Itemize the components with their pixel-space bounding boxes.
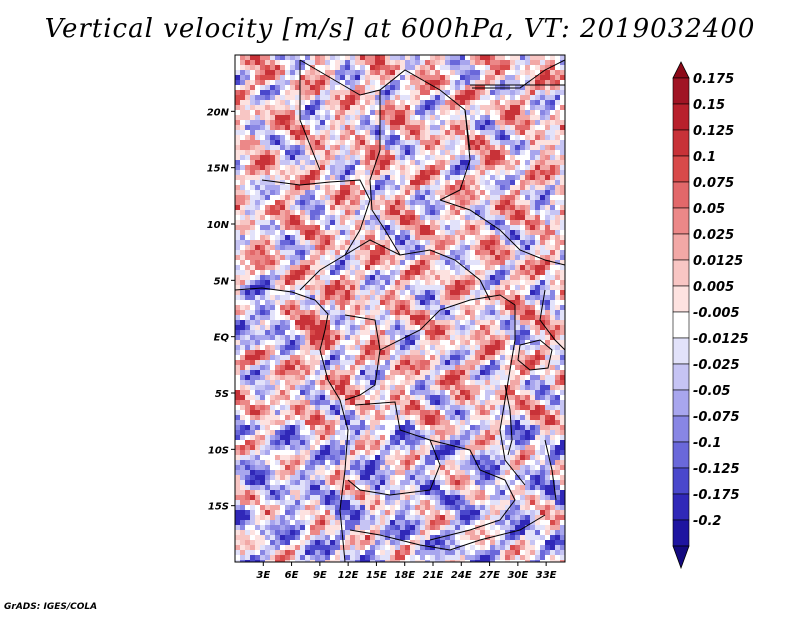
colorbar-swatch — [672, 363, 690, 391]
colorbar-top-cap — [672, 61, 690, 79]
lon-tick-label: 24E — [451, 570, 472, 581]
lon-tick-label: 9E — [313, 570, 327, 581]
colorbar-level-label: 0.005 — [693, 280, 734, 295]
colorbar-swatch — [672, 259, 690, 287]
colorbar-level-label: -0.175 — [693, 488, 740, 503]
colorbar-swatch — [672, 519, 690, 547]
colorbar: 0.175 0.15 0.125 0.1 0.075 0.05 0.025 0.0125 0.0… — [672, 61, 749, 570]
border-east — [439, 109, 471, 201]
colorbar-level-label: 0.05 — [693, 202, 725, 217]
border-chad-sudan — [369, 90, 401, 256]
lake-tanganyika — [504, 384, 513, 456]
colorbar-level-label: 0.1 — [693, 150, 716, 165]
colorbar-level-label: 0.075 — [693, 176, 734, 191]
lat-tick-label: 20N — [207, 107, 230, 118]
colorbar-bottom-cap — [672, 545, 690, 570]
colorbar-swatch — [672, 311, 690, 339]
border-congo — [344, 314, 381, 401]
colorbar-level-label: -0.025 — [693, 358, 740, 373]
colorbar-level-label: -0.05 — [693, 384, 730, 399]
colorbar-level-label: -0.005 — [693, 306, 740, 321]
lat-tick-label: 15N — [207, 164, 230, 175]
lake-malawi — [544, 439, 557, 501]
colorbar-level-label: 0.175 — [693, 72, 734, 87]
colorbar-swatch — [672, 415, 690, 443]
west-coastline — [235, 287, 349, 562]
colorbar-swatch — [672, 129, 690, 157]
map-title: Vertical velocity [m/s] at 600hPa, VT: 2… — [44, 14, 756, 44]
border-sudan-south — [439, 199, 565, 266]
colorbar-swatch — [672, 103, 690, 131]
lon-tick-label: 6E — [285, 570, 299, 581]
lat-tick-label: EQ — [214, 333, 230, 344]
lon-tick-label: 33E — [536, 570, 557, 581]
colorbar-swatch — [672, 285, 690, 313]
border-chad-north — [299, 60, 321, 171]
colorbar-level-label: 0.0125 — [693, 254, 743, 269]
lon-tick-label: 3E — [256, 570, 270, 581]
lat-tick-label: 5S — [215, 389, 229, 400]
axes: 3E 6E 9E 12E 15E 18E 21E 24E 27E 30E 33E 20N 15N 10N 5… — [207, 107, 557, 581]
lon-tick-label: 21E — [423, 570, 444, 581]
border-nigeria — [261, 179, 371, 291]
border-angola — [347, 401, 441, 496]
grads-credit: GrADS: IGES/COLA — [4, 602, 98, 612]
border-car — [344, 239, 491, 301]
lake-victoria — [517, 339, 553, 371]
border-kenya — [539, 289, 565, 351]
border-drc-west — [379, 294, 516, 351]
lat-tick-label: 5N — [214, 276, 230, 287]
colorbar-swatch — [672, 77, 690, 105]
colorbar-level-label: 0.025 — [693, 228, 734, 243]
colorbar-level-label: -0.0125 — [693, 332, 749, 347]
colorbar-swatch — [672, 389, 690, 417]
colorbar-swatch — [672, 207, 690, 235]
colorbar-swatch — [672, 155, 690, 183]
map-frame — [234, 54, 566, 563]
colorbar-level-label: -0.075 — [693, 410, 740, 425]
colorbar-level-label: 0.15 — [693, 98, 725, 113]
lon-tick-label: 12E — [338, 570, 359, 581]
lon-tick-label: 18E — [394, 570, 415, 581]
colorbar-swatch — [672, 337, 690, 365]
colorbar-level-label: 0.125 — [693, 124, 734, 139]
colorbar-swatch — [672, 467, 690, 495]
colorbar-swatch — [672, 493, 690, 521]
colorbar-swatch — [672, 181, 690, 209]
colorbar-swatch — [672, 441, 690, 469]
lon-tick-label: 30E — [507, 570, 528, 581]
colorbar-level-label: -0.2 — [693, 514, 721, 529]
country-borders — [235, 59, 565, 562]
lon-tick-label: 15E — [366, 570, 387, 581]
colorbar-level-label: -0.1 — [693, 436, 721, 451]
velocity-field — [235, 55, 565, 562]
border-south — [349, 514, 546, 551]
lat-tick-label: 10S — [208, 445, 229, 456]
lat-tick-label: 10N — [207, 220, 230, 231]
colorbar-swatch — [672, 233, 690, 261]
border-ne — [472, 59, 565, 89]
border-zambia — [429, 439, 516, 541]
colorbar-level-label: -0.125 — [693, 462, 740, 477]
border-drc-east — [499, 305, 526, 486]
lat-tick-label: 15S — [208, 502, 229, 513]
lon-tick-label: 27E — [479, 570, 500, 581]
